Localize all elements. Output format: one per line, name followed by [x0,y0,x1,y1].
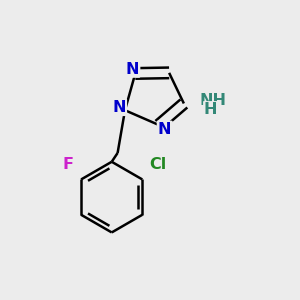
Text: N: N [158,122,172,137]
Text: NH: NH [200,93,226,108]
Text: N: N [112,100,126,115]
Text: H: H [204,102,218,117]
Text: N: N [126,61,139,76]
Text: Cl: Cl [150,157,167,172]
Text: F: F [63,157,74,172]
